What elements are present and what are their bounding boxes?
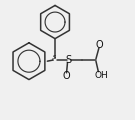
Text: O: O — [63, 71, 70, 81]
Text: OH: OH — [94, 71, 108, 80]
Text: O: O — [96, 40, 103, 50]
Text: ,S: ,S — [52, 55, 57, 60]
Text: S: S — [66, 55, 72, 65]
